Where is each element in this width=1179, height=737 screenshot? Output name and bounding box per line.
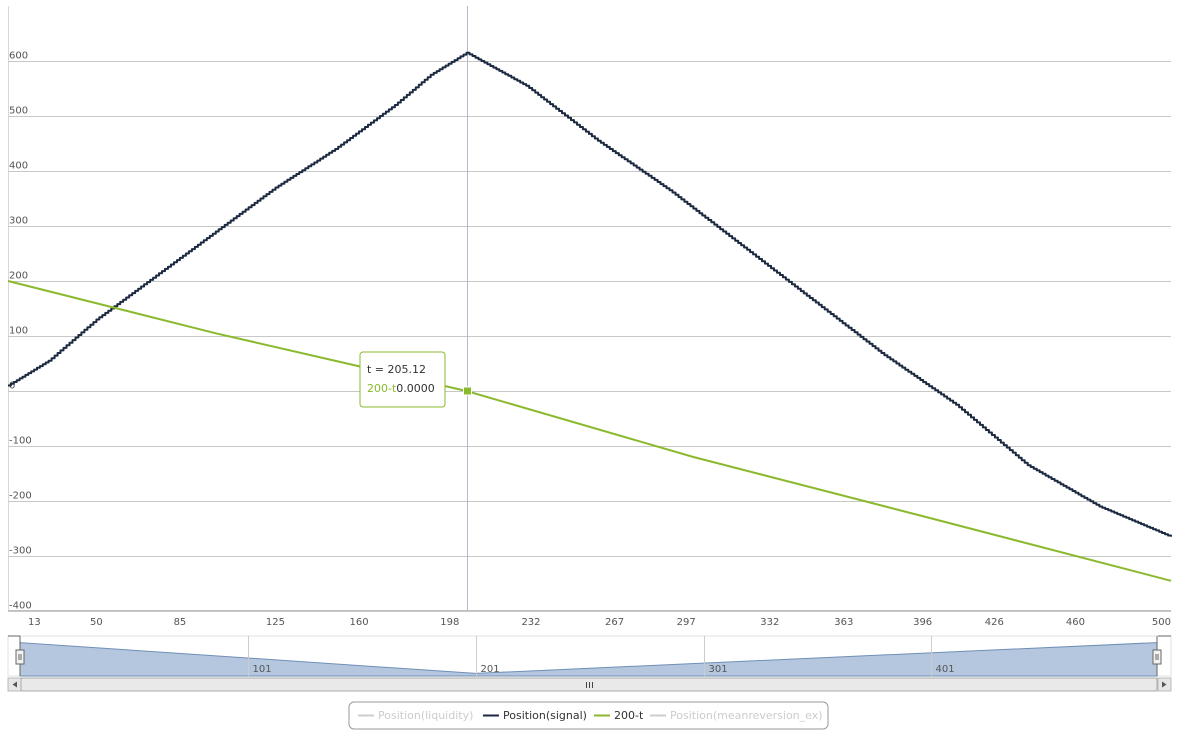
legend-label-200-t: 200-t <box>614 709 644 722</box>
x-tick-label: 332 <box>760 617 779 628</box>
legend-item-position-signal[interactable]: Position(signal) <box>483 709 587 722</box>
y-tick-label: -400 <box>9 601 32 612</box>
legend-label-liquidity: Position(liquidity) <box>378 709 473 722</box>
x-tick-label: 426 <box>985 617 1004 628</box>
legend-item-200-t[interactable]: 200-t <box>594 709 644 722</box>
x-axis-ticks: 13 50 85 125 160 198 232 267 297 332 363 396 426 460 5… <box>28 617 1171 628</box>
grid-layer <box>8 6 1171 612</box>
series-line-200-t[interactable] <box>7 280 1172 582</box>
legend-item-position-liquidity[interactable]: Position(liquidity) <box>358 709 473 722</box>
y-tick-label: -300 <box>9 546 32 557</box>
legend: Position(liquidity) Position(signal) 200… <box>348 701 829 730</box>
y-tick-label: -100 <box>9 436 32 447</box>
x-tick-label: 125 <box>266 617 285 628</box>
x-tick-label: 232 <box>521 617 540 628</box>
navigator-tick-label: 301 <box>709 664 728 675</box>
x-tick-label: 160 <box>350 617 369 628</box>
tooltip-series-name: 200-t <box>367 382 397 395</box>
tooltip: t = 205.12 200-t0.0000 <box>359 351 446 408</box>
y-tick-label: 0 <box>9 381 15 392</box>
hover-marker <box>463 386 472 396</box>
tooltip-box <box>359 351 446 408</box>
x-tick-label: 297 <box>677 617 696 628</box>
series-line-position-signal[interactable] <box>8 51 1172 537</box>
navigator-right-handle[interactable] <box>1152 636 1162 676</box>
x-tick-label: 267 <box>605 617 624 628</box>
navigator-tick-label: 101 <box>253 664 272 675</box>
x-tick-label: 363 <box>834 617 853 628</box>
tooltip-value: 0.0000 <box>396 382 435 395</box>
navigator-ticks: 101 201 301 401 <box>248 636 955 676</box>
legend-label-signal: Position(signal) <box>503 709 587 722</box>
tooltip-series-line: 200-t0.0000 <box>367 382 435 395</box>
x-tick-label: 460 <box>1066 617 1085 628</box>
legend-label-meanreversion-ex: Position(meanreversion_ex) <box>670 709 823 722</box>
arrow-right-icon <box>1162 681 1167 688</box>
tooltip-header: t = 205.12 <box>367 363 426 376</box>
y-tick-label: 600 <box>9 51 28 62</box>
navigator-tick-label: 201 <box>481 664 500 675</box>
y-tick-label: 200 <box>9 271 28 282</box>
navigator[interactable]: 101 201 301 401 <box>7 635 1172 677</box>
marker-layer <box>463 386 472 396</box>
y-tick-label: 300 <box>9 216 28 227</box>
navigator-tick-label: 401 <box>936 664 955 675</box>
y-tick-label: -200 <box>9 491 32 502</box>
x-tick-label: 13 <box>28 617 41 628</box>
series-layer <box>7 51 1172 582</box>
y-tick-label: 400 <box>9 161 28 172</box>
x-tick-label: 500 <box>1152 617 1171 628</box>
navigator-left-handle[interactable] <box>15 636 25 676</box>
x-tick-label: 396 <box>913 617 932 628</box>
y-tick-label: 500 <box>9 106 28 117</box>
scrollbar[interactable] <box>7 677 1172 692</box>
legend-item-position-meanreversion-ex[interactable]: Position(meanreversion_ex) <box>650 709 823 722</box>
y-axis-ticks: 600 500 400 300 200 100 0 -100 -200 -300 -400 <box>9 51 32 612</box>
arrow-left-icon <box>12 681 17 688</box>
y-tick-label: 100 <box>9 326 28 337</box>
scrollbar-grip-icon <box>586 682 593 688</box>
x-tick-label: 198 <box>440 617 459 628</box>
legend-box <box>348 701 829 730</box>
x-tick-label: 85 <box>174 617 187 628</box>
x-tick-label: 50 <box>90 617 103 628</box>
